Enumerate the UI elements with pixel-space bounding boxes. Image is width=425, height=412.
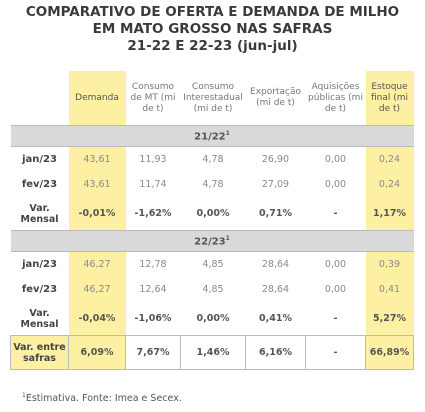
cell: 0,24 <box>365 146 414 172</box>
cell: 1,17% <box>365 197 414 231</box>
section-name: 21/22 <box>194 131 226 143</box>
cell: 0,41% <box>259 313 292 324</box>
cell: 0,00 <box>324 259 347 270</box>
total-row: Var. entre safras 6,09% 7,67% 1,46% 6,16% -66… <box>10 335 414 370</box>
title-line: EM MATO GROSSO NAS SAFRAS <box>92 21 333 37</box>
title: COMPARATIVO DE OFERTA E DEMANDA DE MILHO… <box>0 4 425 55</box>
cell: 0,00% <box>196 313 230 324</box>
header-cell: Consumo Interestadual (mi de t) <box>183 81 243 114</box>
header-cell: Consumo de MT (mi de t) <box>130 81 176 114</box>
cell: 0,00 <box>324 179 347 190</box>
row-label: jan/23 <box>22 259 57 270</box>
footnote-marker: 1 <box>22 392 26 399</box>
section-note: 1 <box>225 234 230 242</box>
cell: 4,78 <box>202 179 224 190</box>
row-label: Var. Mensal <box>20 202 59 225</box>
cell: 1,46% <box>180 335 246 370</box>
title-line: COMPARATIVO DE OFERTA E DEMANDA DE MILHO <box>25 4 400 20</box>
row-label: jan/23 <box>22 154 57 165</box>
header-cell: Estoque final (mi de t) <box>365 71 414 126</box>
cell: 46,27 <box>68 251 126 277</box>
cell: 0,00 <box>324 154 347 165</box>
row-label: Var. entre safras <box>10 335 69 370</box>
cell: 6,16% <box>245 335 306 370</box>
header-row: Demanda Consumo de MT (mi de t) Consumo In… <box>11 71 414 126</box>
footnote-text: Estimativa. Fonte: Imea e Secex. <box>25 393 182 405</box>
cell: 0,24 <box>365 172 414 197</box>
data-table: Demanda Consumo de MT (mi de t) Consumo In… <box>10 71 414 370</box>
cell: 5,27% <box>365 302 414 336</box>
cell: 0,41 <box>365 277 414 302</box>
cell: 43,61 <box>68 172 126 197</box>
data-row: jan/23 46,27 12,78 4,85 28,64 0,00 0,39 <box>11 251 414 277</box>
cell: 26,90 <box>261 154 290 165</box>
cell: -0,01% <box>68 197 126 231</box>
section-row: 21/221 <box>10 125 414 147</box>
header-cell <box>11 71 69 126</box>
row-label: fev/23 <box>21 179 58 190</box>
cell: 4,78 <box>202 154 224 165</box>
variation-row: Var. Mensal -0,04% -1,06% 0,00% 0,41% - 5,27% <box>11 302 414 336</box>
section-note: 1 <box>225 129 230 137</box>
cell: - <box>305 335 366 370</box>
cell: 66,89% <box>365 335 414 370</box>
cell: 0,00 <box>324 284 347 295</box>
data-row: jan/23 43,61 11,93 4,78 26,90 0,00 0,24 <box>11 146 414 172</box>
cell: -0,04% <box>68 302 126 336</box>
cell: -1,06% <box>134 313 172 324</box>
cell: 43,61 <box>68 146 126 172</box>
header-cell: Aquisições públicas (mi de t) <box>308 81 363 114</box>
data-row: fev/23 46,27 12,64 4,85 28,64 0,00 0,41 <box>11 277 414 302</box>
cell: 12,78 <box>139 259 167 270</box>
cell: 0,71% <box>259 208 292 219</box>
cell: 4,85 <box>202 284 224 295</box>
header-cell: Exportação (mi de t) <box>250 87 301 108</box>
cell: 0,00% <box>196 208 230 219</box>
variation-row: Var. Mensal -0,01% -1,62% 0,00% 0,71% - 1,17% <box>11 197 414 231</box>
cell: 46,27 <box>68 277 126 302</box>
row-label: fev/23 <box>21 284 58 295</box>
title-line: 21-22 E 22-23 (jun-jul) <box>127 38 298 54</box>
cell: 4,85 <box>202 259 224 270</box>
cell: - <box>333 313 338 324</box>
cell: 0,39 <box>365 251 414 277</box>
data-row: fev/23 43,61 11,74 4,78 27,09 0,00 0,24 <box>11 172 414 197</box>
row-label: Var. Mensal <box>20 307 59 330</box>
section-row: 22/231 <box>10 230 414 252</box>
cell: - <box>333 208 338 219</box>
cell: 11,93 <box>139 154 167 165</box>
cell: -1,62% <box>134 208 172 219</box>
cell: 28,64 <box>261 284 290 295</box>
cell: 7,67% <box>125 335 181 370</box>
cell: 11,74 <box>139 179 167 190</box>
section-label: 21/221 <box>10 125 414 147</box>
section-label: 22/231 <box>10 230 414 252</box>
section-name: 22/23 <box>194 236 226 248</box>
cell: 12,64 <box>139 284 167 295</box>
header-cell: Demanda <box>68 71 126 126</box>
cell: 27,09 <box>261 179 290 190</box>
footnote: 1Estimativa. Fonte: Imea e Secex. <box>22 392 182 404</box>
cell: 28,64 <box>261 259 290 270</box>
cell: 6,09% <box>68 335 126 370</box>
